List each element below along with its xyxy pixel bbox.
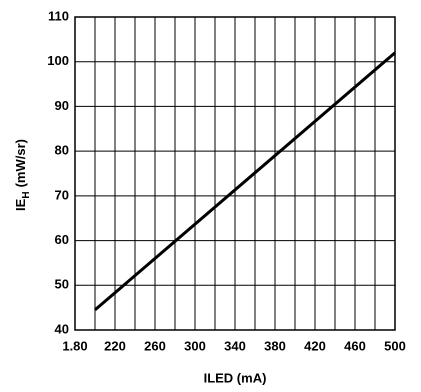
- plot-frame: [74, 16, 396, 331]
- y-tick-label: 70: [55, 187, 69, 202]
- x-tick-label: 340: [224, 338, 246, 353]
- y-axis-label: IEH (mW/sr): [13, 139, 31, 211]
- x-axis-label: ILED (mA): [204, 370, 267, 385]
- y-tick-label: 100: [47, 53, 69, 68]
- x-tick-label: 420: [304, 338, 326, 353]
- x-tick-label: 220: [104, 338, 126, 353]
- y-tick-label: 90: [55, 98, 69, 113]
- x-tick-label: 500: [384, 338, 406, 353]
- y-label-sub: H: [21, 191, 32, 198]
- y-tick-label: 50: [55, 277, 69, 292]
- y-label-unit: (mW/sr): [13, 139, 28, 187]
- x-tick-label: 300: [184, 338, 206, 353]
- data-line: [94, 51, 396, 312]
- y-tick-label: 40: [55, 321, 69, 336]
- y-tick-label: 60: [55, 232, 69, 247]
- y-tick-label: 110: [48, 8, 69, 23]
- x-tick-label: 380: [264, 338, 286, 353]
- y-tick-label: 80: [55, 143, 69, 158]
- x-tick-label: 460: [344, 338, 366, 353]
- y-label-main: IE: [13, 198, 28, 211]
- x-tick-label: 1.80: [62, 338, 87, 353]
- x-tick-label: 260: [144, 338, 166, 353]
